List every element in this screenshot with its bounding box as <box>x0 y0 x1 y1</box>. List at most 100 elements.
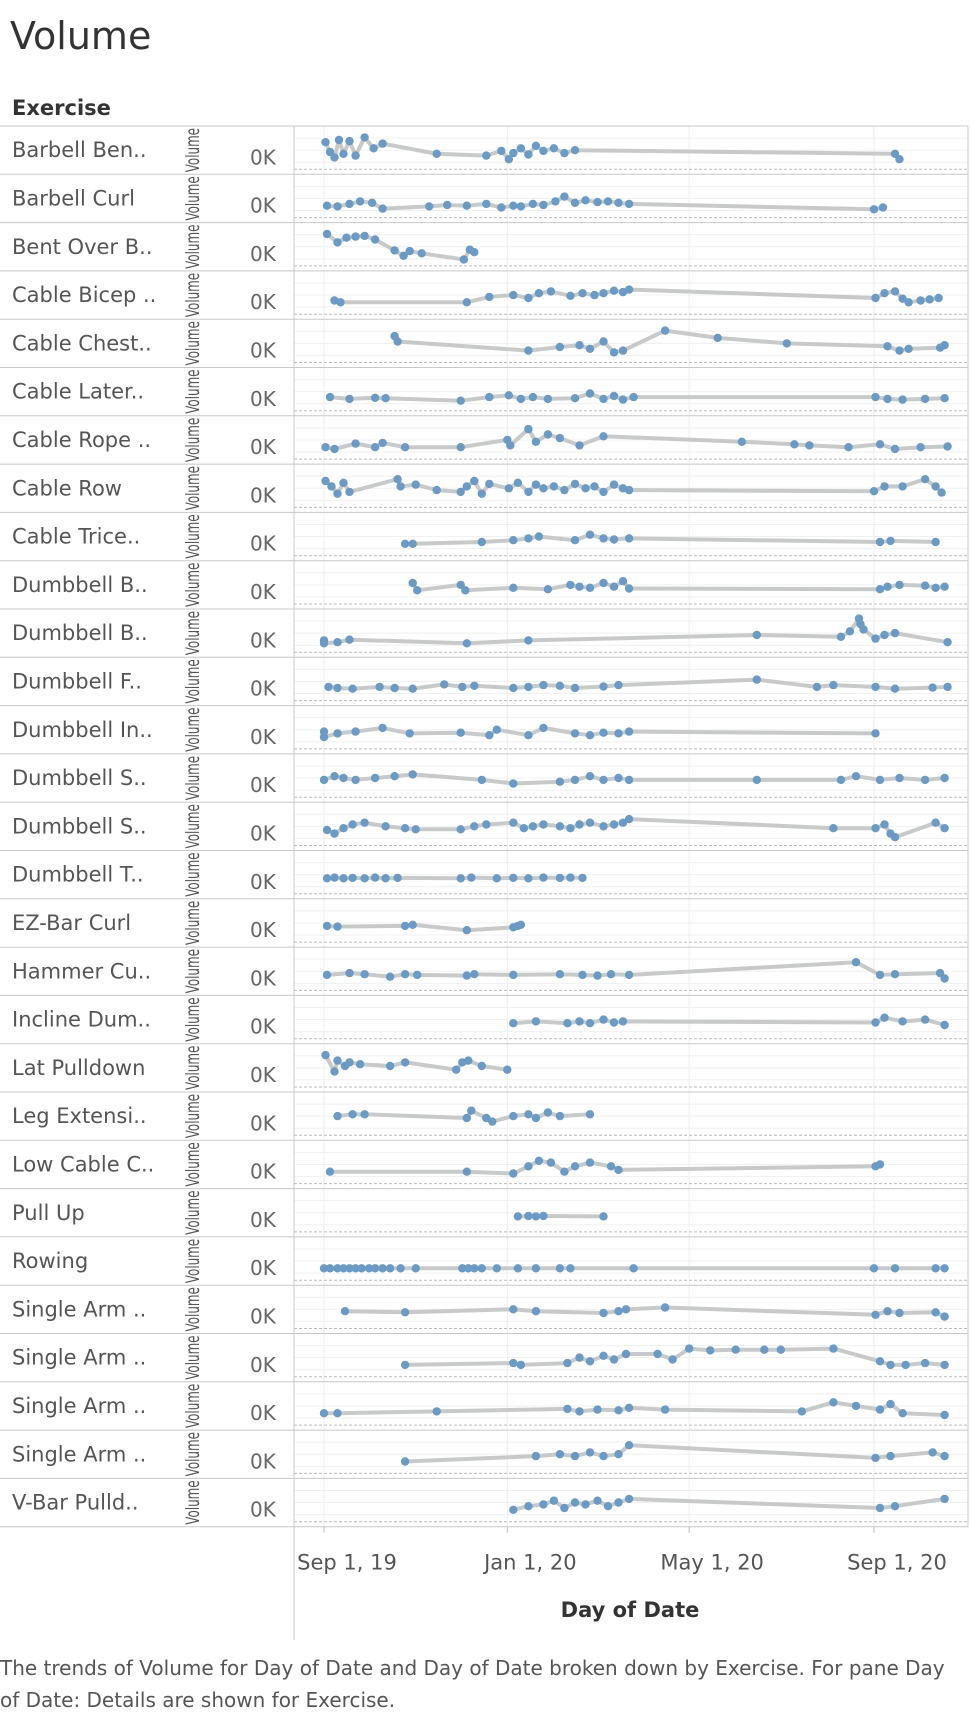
data-point <box>790 440 799 449</box>
data-point <box>534 289 544 298</box>
exercise-label: Dumbbell S.. <box>12 766 147 790</box>
data-point <box>467 873 476 882</box>
data-point <box>776 1345 785 1354</box>
y-tick-label: 0K <box>250 387 277 411</box>
data-point <box>339 773 348 783</box>
data-point <box>943 442 952 451</box>
data-point <box>570 1162 580 1171</box>
exercise-row: V-Bar Pulld.. Volume 0K <box>0 1477 968 1527</box>
data-point <box>570 683 580 693</box>
data-point <box>731 1345 740 1354</box>
data-point <box>324 682 333 692</box>
y-tick-label: 0K <box>250 918 277 942</box>
data-point <box>370 443 380 452</box>
data-point <box>614 729 623 738</box>
data-point <box>355 1060 365 1069</box>
data-point <box>464 1264 473 1273</box>
series-line <box>392 328 946 355</box>
data-point <box>760 1345 769 1354</box>
data-point <box>880 289 889 298</box>
data-point <box>330 829 339 838</box>
data-point <box>364 1264 374 1273</box>
data-point <box>883 582 892 591</box>
data-point <box>880 1013 889 1022</box>
data-point <box>360 874 369 883</box>
data-point <box>333 238 342 247</box>
data-point <box>618 818 628 827</box>
data-point <box>581 1500 590 1509</box>
y-axis-title: Volume <box>182 901 204 945</box>
data-point <box>614 680 623 690</box>
data-point <box>836 632 846 641</box>
data-point <box>782 339 791 348</box>
data-point <box>599 1451 608 1461</box>
data-point <box>940 824 949 833</box>
data-point <box>578 289 587 298</box>
data-point <box>325 1167 335 1176</box>
y-tick-label: 0K <box>250 1256 277 1280</box>
data-point <box>943 682 952 692</box>
data-point <box>895 773 904 783</box>
data-point <box>890 833 900 842</box>
data-point <box>916 296 925 305</box>
data-point <box>319 732 329 742</box>
exercise-row: Cable Row Volume 0K <box>0 463 968 513</box>
exercise-row: Single Arm .. Volume 0K <box>0 1429 968 1479</box>
data-point <box>940 582 949 591</box>
y-axis-title: Volume <box>182 128 204 172</box>
y-axis-title: Volume <box>182 1191 204 1235</box>
data-point <box>685 1344 694 1353</box>
data-point <box>585 1158 595 1167</box>
data-point <box>940 1410 949 1420</box>
data-point <box>624 775 634 785</box>
data-point <box>531 437 541 446</box>
data-point <box>360 1110 369 1119</box>
data-point <box>851 772 861 781</box>
data-point <box>621 1349 631 1359</box>
data-point <box>378 204 387 213</box>
data-point <box>509 1019 518 1028</box>
y-axis-title: Volume <box>182 1432 204 1476</box>
data-point <box>531 1451 541 1461</box>
data-point <box>880 482 889 491</box>
data-point <box>524 874 533 883</box>
exercise-label: Low Cable C.. <box>12 1152 154 1176</box>
data-point <box>920 581 930 590</box>
data-point <box>400 921 410 931</box>
data-point <box>370 1264 380 1273</box>
data-point <box>660 1303 670 1312</box>
data-point <box>599 578 608 588</box>
data-point <box>563 1358 572 1368</box>
data-point <box>886 536 895 546</box>
data-point <box>322 229 332 239</box>
data-point <box>381 394 390 403</box>
y-axis-title: Volume <box>182 514 204 558</box>
exercise-row: Dumbbell S.. Volume 0K <box>0 801 968 851</box>
y-tick-label: 0K <box>250 339 277 363</box>
data-point <box>456 728 465 737</box>
y-tick-label: 0K <box>250 145 277 169</box>
data-point <box>599 1212 608 1221</box>
data-point <box>560 192 569 201</box>
data-point <box>524 1211 533 1221</box>
data-point <box>333 683 342 693</box>
data-point <box>570 479 580 489</box>
data-point <box>871 1310 880 1320</box>
data-point <box>319 775 329 785</box>
data-point <box>829 1344 838 1353</box>
x-axis-label: Day of Date <box>561 1598 700 1622</box>
exercise-label: Incline Dum.. <box>12 1008 151 1032</box>
data-point <box>805 441 814 450</box>
data-point <box>456 396 465 405</box>
data-point <box>851 958 861 967</box>
data-point <box>513 1264 523 1273</box>
data-point <box>400 1058 410 1067</box>
data-point <box>886 1360 895 1370</box>
data-point <box>590 482 599 491</box>
data-point <box>539 820 548 829</box>
data-point <box>570 1498 580 1507</box>
y-tick-label: 0K <box>250 1015 277 1039</box>
data-point <box>603 1502 613 1511</box>
data-point <box>524 682 533 692</box>
data-point <box>797 1407 807 1416</box>
